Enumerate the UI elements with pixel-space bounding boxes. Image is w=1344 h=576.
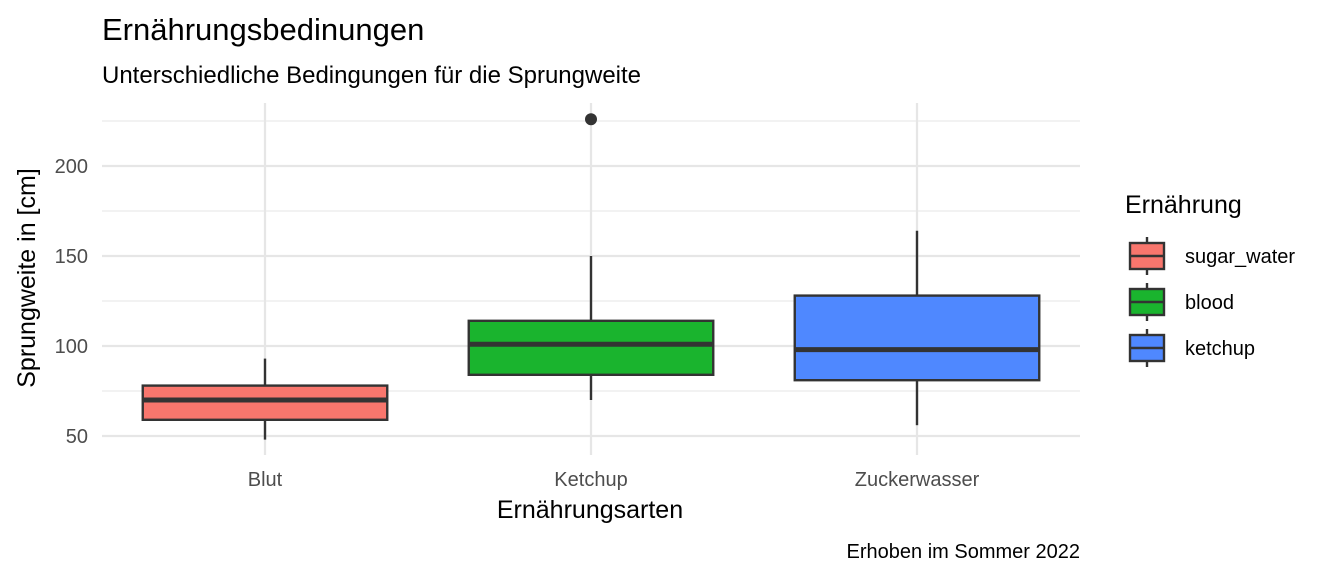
outlier-point [585,113,597,126]
legend-item-ketchup: ketchup [1128,329,1255,367]
x-tick-label: Zuckerwasser [855,469,980,491]
y-tick-label: 100 [55,336,88,358]
x-tick-label: Ketchup [554,469,627,491]
legend-label: blood [1185,292,1234,314]
box-body [793,294,1041,382]
y-tick-label: 200 [55,156,88,178]
y-tick-label: 150 [55,246,88,268]
x-axis-ticks: Blut Ketchup Zuckerwasser [248,469,980,491]
box-zuckerwasser [793,230,1041,426]
legend-label: sugar_water [1185,246,1295,268]
box-ketchup [467,113,715,400]
legend-item-sugar-water: sugar_water [1128,237,1295,275]
y-axis-title: Sprungweite in [cm] [13,168,41,388]
chart-caption: Erhoben im Sommer 2022 [847,541,1080,563]
boxes [141,113,1041,440]
box-body [141,384,389,422]
chart-title: Ernährungsbedinungen [102,12,424,47]
x-tick-label: Blut [248,469,283,491]
box-body [467,319,715,376]
legend-item-blood: blood [1128,283,1234,321]
chart-subtitle: Unterschiedliche Bedingungen für die Spr… [102,62,641,89]
box-blut [141,358,389,440]
y-axis-ticks: 50 100 150 200 [55,156,88,448]
x-axis-title: Ernährungsarten [497,496,683,524]
legend-title: Ernährung [1125,191,1242,219]
legend-label: ketchup [1185,338,1255,360]
y-tick-label: 50 [66,426,88,448]
